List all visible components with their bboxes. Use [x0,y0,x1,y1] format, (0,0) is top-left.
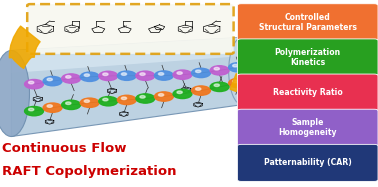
Circle shape [43,76,62,86]
FancyBboxPatch shape [27,4,234,54]
Circle shape [25,106,43,116]
Circle shape [155,92,174,101]
Ellipse shape [229,37,255,105]
Circle shape [140,96,145,98]
Text: Controlled
Structural Parameters: Controlled Structural Parameters [259,13,357,32]
Circle shape [158,73,164,75]
Circle shape [47,105,53,107]
Circle shape [192,86,211,95]
Circle shape [136,94,155,103]
FancyBboxPatch shape [237,144,378,181]
Circle shape [195,70,201,73]
Ellipse shape [0,50,29,137]
Circle shape [229,63,248,72]
Text: Polymerization
Kinetics: Polymerization Kinetics [275,48,341,67]
Circle shape [25,79,43,89]
Circle shape [214,84,219,87]
FancyBboxPatch shape [237,109,378,146]
Circle shape [158,94,164,96]
Circle shape [103,73,108,76]
Circle shape [43,103,62,112]
Circle shape [192,68,211,78]
Circle shape [210,66,229,75]
Circle shape [117,71,136,80]
FancyArrowPatch shape [230,74,247,92]
Circle shape [177,91,182,94]
Circle shape [28,108,34,111]
Circle shape [214,68,219,70]
Text: RAFT Copolymerization: RAFT Copolymerization [2,165,177,178]
Circle shape [173,70,192,79]
Circle shape [177,72,182,74]
Circle shape [28,81,34,84]
Text: Reactivity Ratio: Reactivity Ratio [273,88,342,97]
Circle shape [155,71,174,80]
Circle shape [121,97,127,100]
Circle shape [121,73,127,75]
Circle shape [47,78,53,81]
Circle shape [173,89,192,99]
Circle shape [99,71,118,81]
Circle shape [117,95,136,105]
Circle shape [210,82,229,91]
Text: Patternability (CAR): Patternability (CAR) [264,158,352,167]
Circle shape [80,72,99,82]
FancyArrowPatch shape [9,26,40,68]
Circle shape [229,78,248,88]
Circle shape [84,100,90,102]
FancyBboxPatch shape [237,39,378,76]
FancyBboxPatch shape [237,74,378,111]
Circle shape [140,73,145,75]
Polygon shape [11,37,242,73]
Text: N: N [123,25,126,30]
Circle shape [233,64,238,67]
Circle shape [80,98,99,107]
Text: Sample
Homogeneity: Sample Homogeneity [279,118,337,137]
FancyBboxPatch shape [237,4,378,41]
Circle shape [84,74,90,76]
Circle shape [195,88,201,90]
Polygon shape [11,37,242,137]
Circle shape [66,102,71,105]
Circle shape [103,98,108,101]
Circle shape [99,96,118,106]
Text: Continuous Flow: Continuous Flow [2,142,126,155]
Circle shape [66,76,71,78]
Circle shape [62,100,81,110]
Circle shape [136,71,155,80]
Circle shape [233,80,238,83]
Circle shape [62,74,81,83]
